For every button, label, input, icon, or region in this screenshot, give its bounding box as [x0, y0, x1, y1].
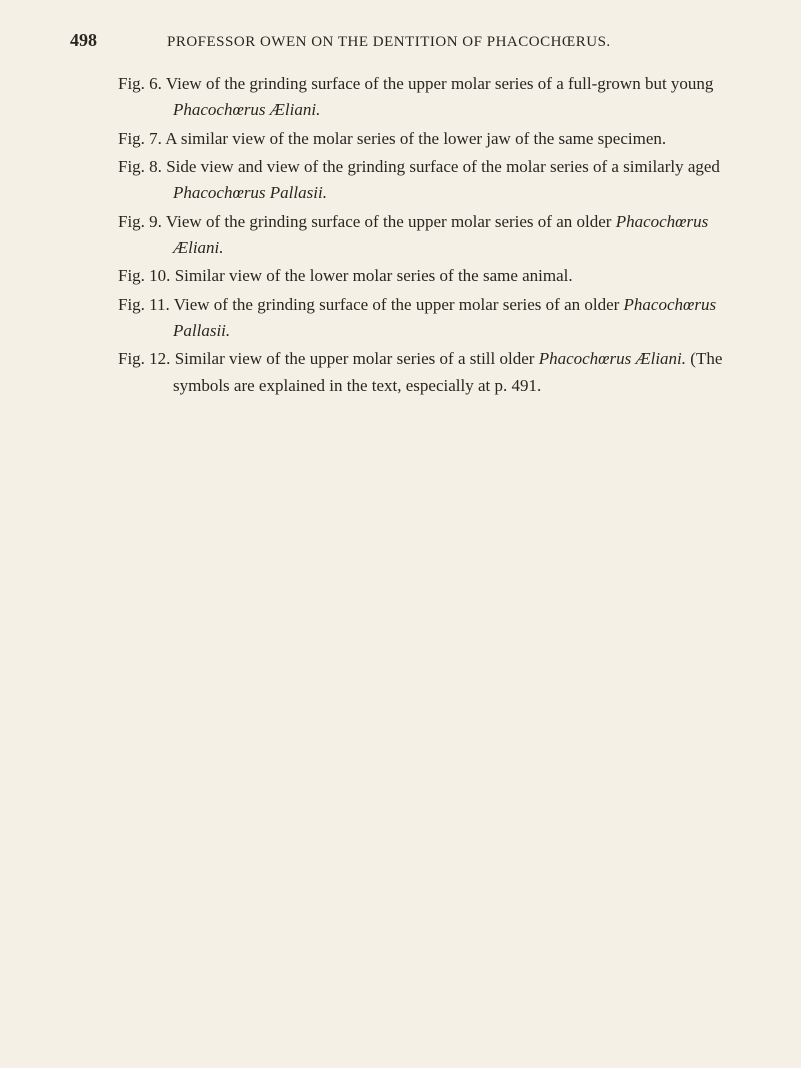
figure-9-entry: Fig. 9. View of the grinding surface of … — [70, 209, 751, 262]
figure-8-entry: Fig. 8. Side view and view of the grindi… — [70, 154, 751, 207]
figure-text: A similar view of the molar series of th… — [165, 129, 666, 148]
figure-label: Fig. 9. — [118, 212, 162, 231]
figure-10-entry: Fig. 10. Similar view of the lower molar… — [70, 263, 751, 289]
figure-label: Fig. 7. — [118, 129, 162, 148]
figure-text: View of the grinding surface of the uppe… — [166, 74, 714, 93]
figure-label: Fig. 8. — [118, 157, 162, 176]
figure-7-entry: Fig. 7. A similar view of the molar seri… — [70, 126, 751, 152]
figure-11-entry: Fig. 11. View of the grinding surface of… — [70, 292, 751, 345]
species-name: Phacochœrus Æliani. — [539, 349, 686, 368]
figure-label: Fig. 11. — [118, 295, 170, 314]
figure-text: Similar view of the upper molar series o… — [175, 349, 539, 368]
page-header: 498 PROFESSOR OWEN ON THE DENTITION OF P… — [70, 30, 751, 51]
page-title: PROFESSOR OWEN ON THE DENTITION OF PHACO… — [167, 34, 611, 51]
figure-text: Side view and view of the grinding surfa… — [166, 157, 720, 176]
document-page: 498 PROFESSOR OWEN ON THE DENTITION OF P… — [0, 0, 801, 451]
figure-label: Fig. 10. — [118, 266, 170, 285]
species-name: Phacochœrus Pallasii. — [173, 183, 327, 202]
figure-12-entry: Fig. 12. Similar view of the upper molar… — [70, 346, 751, 399]
figure-text: View of the grinding surface of the uppe… — [174, 295, 624, 314]
figure-text: View of the grinding surface of the uppe… — [166, 212, 616, 231]
figure-6-entry: Fig. 6. View of the grinding surface of … — [70, 71, 751, 124]
figure-text: Similar view of the lower molar series o… — [175, 266, 573, 285]
figure-label: Fig. 12. — [118, 349, 170, 368]
species-name: Phacochœrus Æliani. — [173, 100, 320, 119]
page-number: 498 — [70, 30, 97, 51]
figure-label: Fig. 6. — [118, 74, 162, 93]
